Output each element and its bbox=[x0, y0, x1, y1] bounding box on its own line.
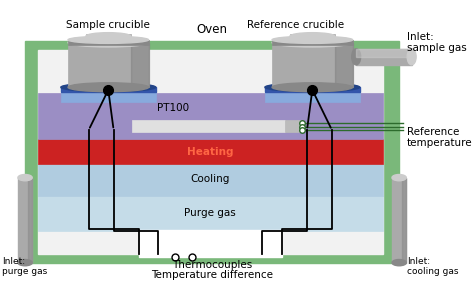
Bar bbox=[18, 178, 32, 263]
Bar bbox=[37, 139, 383, 164]
Bar bbox=[37, 195, 383, 231]
Text: PT100: PT100 bbox=[156, 103, 189, 113]
Bar bbox=[37, 93, 383, 139]
Text: Thermocouples: Thermocouples bbox=[172, 260, 252, 270]
Ellipse shape bbox=[18, 260, 32, 266]
Ellipse shape bbox=[272, 36, 353, 44]
Ellipse shape bbox=[265, 83, 360, 92]
Bar bbox=[272, 40, 353, 45]
Ellipse shape bbox=[18, 175, 32, 181]
Ellipse shape bbox=[68, 38, 148, 47]
Bar bbox=[86, 35, 131, 44]
Bar bbox=[335, 43, 353, 87]
Bar bbox=[356, 49, 411, 65]
Ellipse shape bbox=[272, 83, 353, 92]
Text: Sample crucible: Sample crucible bbox=[66, 20, 150, 30]
Bar bbox=[132, 120, 284, 132]
Bar bbox=[131, 43, 148, 87]
Bar bbox=[25, 41, 399, 263]
Ellipse shape bbox=[290, 33, 335, 40]
Text: Purge gas: Purge gas bbox=[184, 208, 236, 218]
Text: Inlet:
purge gas: Inlet: purge gas bbox=[2, 257, 47, 276]
Ellipse shape bbox=[392, 175, 406, 181]
Text: Reference crucible: Reference crucible bbox=[247, 20, 344, 30]
Bar bbox=[37, 164, 383, 195]
Text: Temperature difference: Temperature difference bbox=[151, 270, 273, 280]
Bar bbox=[265, 87, 360, 92]
Text: Inlet:
cooling gas: Inlet: cooling gas bbox=[407, 257, 459, 276]
Ellipse shape bbox=[86, 33, 131, 40]
Ellipse shape bbox=[61, 83, 156, 92]
Ellipse shape bbox=[352, 49, 361, 65]
Bar bbox=[392, 178, 406, 263]
Bar bbox=[290, 35, 335, 44]
Bar bbox=[61, 87, 156, 92]
Bar bbox=[284, 120, 302, 132]
Ellipse shape bbox=[68, 83, 148, 92]
Ellipse shape bbox=[407, 49, 416, 65]
Bar bbox=[68, 40, 148, 45]
Ellipse shape bbox=[68, 36, 148, 44]
Text: Oven: Oven bbox=[197, 24, 228, 36]
Bar bbox=[61, 87, 156, 102]
Ellipse shape bbox=[392, 260, 406, 266]
Bar bbox=[28, 178, 32, 263]
Bar bbox=[356, 49, 411, 57]
Bar bbox=[402, 178, 406, 263]
Bar bbox=[272, 43, 353, 87]
Bar bbox=[139, 230, 282, 257]
Bar bbox=[37, 50, 383, 254]
Bar bbox=[68, 43, 148, 87]
Bar bbox=[265, 87, 360, 102]
Text: Reference
temperature: Reference temperature bbox=[407, 127, 473, 148]
Text: Inlet:
sample gas: Inlet: sample gas bbox=[407, 32, 467, 53]
Text: Cooling: Cooling bbox=[191, 174, 230, 184]
Ellipse shape bbox=[272, 38, 353, 47]
Text: Heating: Heating bbox=[187, 147, 234, 157]
